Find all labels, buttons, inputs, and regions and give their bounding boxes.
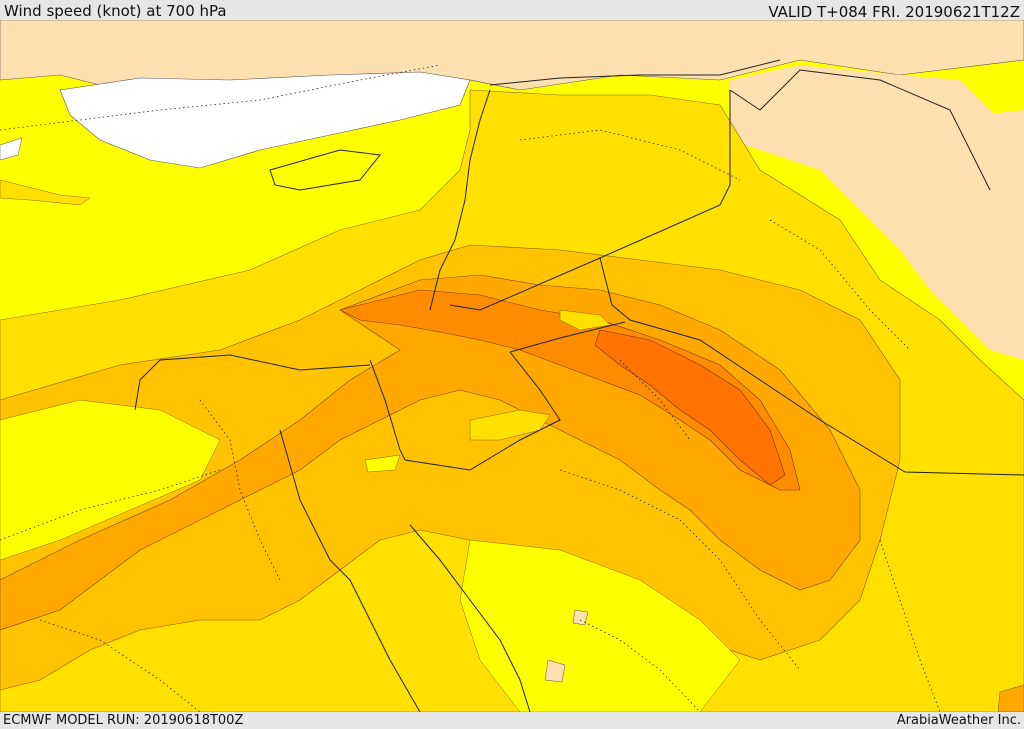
outside-pocket-2: [572, 609, 589, 626]
border-segment-2: [449, 90, 731, 311]
header-bar: Wind speed (knot) at 700 hPa VALID T+084…: [0, 0, 1024, 21]
outside-land-east: [730, 65, 1024, 360]
admin-line-10: [619, 359, 691, 441]
outside-pocket-3: [997, 684, 1024, 712]
model-run-label: ECMWF MODEL RUN: 20190618T00Z: [3, 713, 244, 728]
border-segment-3: [599, 257, 1024, 476]
band-6-area: [594, 329, 786, 486]
wind-speed-map: [0, 20, 1024, 712]
light-pocket-5: [0, 399, 221, 561]
border-segment-4: [509, 321, 626, 353]
coast-2: [279, 429, 421, 712]
coast-3: [409, 524, 531, 712]
light-pocket-4: [459, 539, 741, 712]
coast-1: [269, 149, 381, 191]
map-title: Wind speed (knot) at 700 hPa: [4, 2, 227, 20]
admin-line-9: [39, 619, 201, 712]
band-2-area: [0, 179, 91, 206]
credit-label: ArabiaWeather Inc.: [896, 713, 1021, 728]
admin-line-6: [879, 539, 941, 712]
footer-bar: ECMWF MODEL RUN: 20190618T00Z ArabiaWeat…: [0, 712, 1024, 729]
coast-4: [134, 359, 161, 411]
small-white-islet: [0, 137, 23, 161]
admin-line-5: [559, 469, 801, 671]
border-segment-9: [729, 69, 991, 191]
admin-line-2: [519, 129, 741, 181]
border-segment-5: [404, 351, 561, 471]
border-segment-1: [489, 59, 781, 86]
admin-line-4: [0, 469, 221, 541]
light-pocket-2: [364, 454, 401, 473]
light-pocket-3: [559, 309, 611, 331]
border-segment-7: [159, 354, 371, 371]
valid-time-label: VALID T+084 FRI. 20190621T12Z: [768, 3, 1020, 21]
low-speed-patch: [59, 71, 471, 169]
border-segment-8: [429, 89, 491, 311]
outside-pocket-1: [544, 659, 566, 683]
admin-lines: [0, 64, 941, 712]
country-borders: [134, 59, 1024, 712]
border-segment-6: [369, 359, 406, 461]
